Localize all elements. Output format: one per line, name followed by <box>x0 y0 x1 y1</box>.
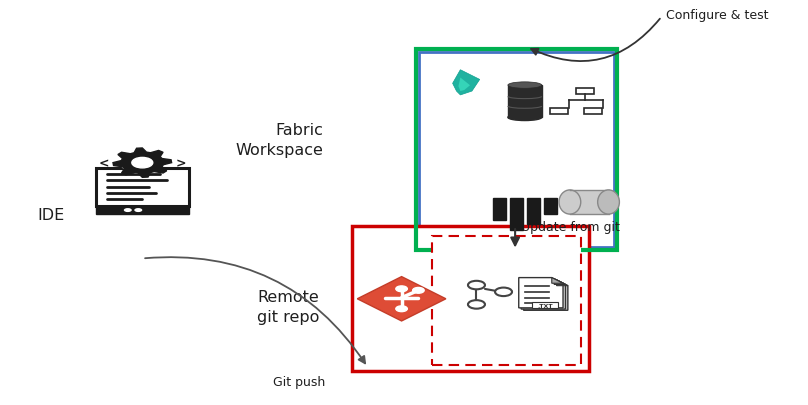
Bar <box>508 86 541 118</box>
FancyArrowPatch shape <box>531 19 660 62</box>
Bar <box>419 53 614 247</box>
Polygon shape <box>113 149 171 178</box>
Polygon shape <box>524 280 568 311</box>
Polygon shape <box>519 278 563 308</box>
Polygon shape <box>357 277 446 321</box>
Bar <box>570 190 608 215</box>
Polygon shape <box>557 280 568 286</box>
Text: <: < <box>99 157 109 170</box>
Bar <box>550 109 568 115</box>
Circle shape <box>124 209 132 213</box>
Polygon shape <box>521 279 566 309</box>
Ellipse shape <box>508 115 541 121</box>
Bar <box>416 50 617 251</box>
Ellipse shape <box>598 190 620 215</box>
Bar <box>584 109 602 115</box>
Ellipse shape <box>508 83 541 89</box>
Circle shape <box>396 286 407 292</box>
Bar <box>432 237 581 365</box>
Bar <box>510 198 523 231</box>
Bar <box>576 89 594 95</box>
Circle shape <box>396 306 407 312</box>
Text: IDE: IDE <box>38 207 65 222</box>
Polygon shape <box>458 78 470 92</box>
Bar <box>532 302 558 309</box>
Circle shape <box>132 158 153 168</box>
Text: Update from git: Update from git <box>521 220 620 233</box>
Text: >: > <box>175 157 186 170</box>
Text: Fabric
Workspace: Fabric Workspace <box>236 123 323 158</box>
Bar <box>96 168 188 206</box>
Circle shape <box>468 281 485 290</box>
Circle shape <box>468 301 485 309</box>
Polygon shape <box>452 70 480 96</box>
Polygon shape <box>552 278 563 284</box>
Text: Configure & test: Configure & test <box>666 9 768 22</box>
Text: .TXT: .TXT <box>537 303 553 308</box>
Ellipse shape <box>559 190 581 215</box>
FancyArrowPatch shape <box>145 258 365 363</box>
Circle shape <box>134 209 142 213</box>
Circle shape <box>413 288 424 294</box>
Bar <box>527 198 540 225</box>
Bar <box>351 227 589 371</box>
Text: Git push: Git push <box>273 375 326 388</box>
Bar <box>96 206 188 215</box>
Circle shape <box>495 288 512 296</box>
Bar <box>493 198 506 221</box>
Circle shape <box>120 152 165 175</box>
Text: Remote
git repo: Remote git repo <box>257 290 319 324</box>
Polygon shape <box>554 279 566 285</box>
Bar <box>544 198 557 215</box>
